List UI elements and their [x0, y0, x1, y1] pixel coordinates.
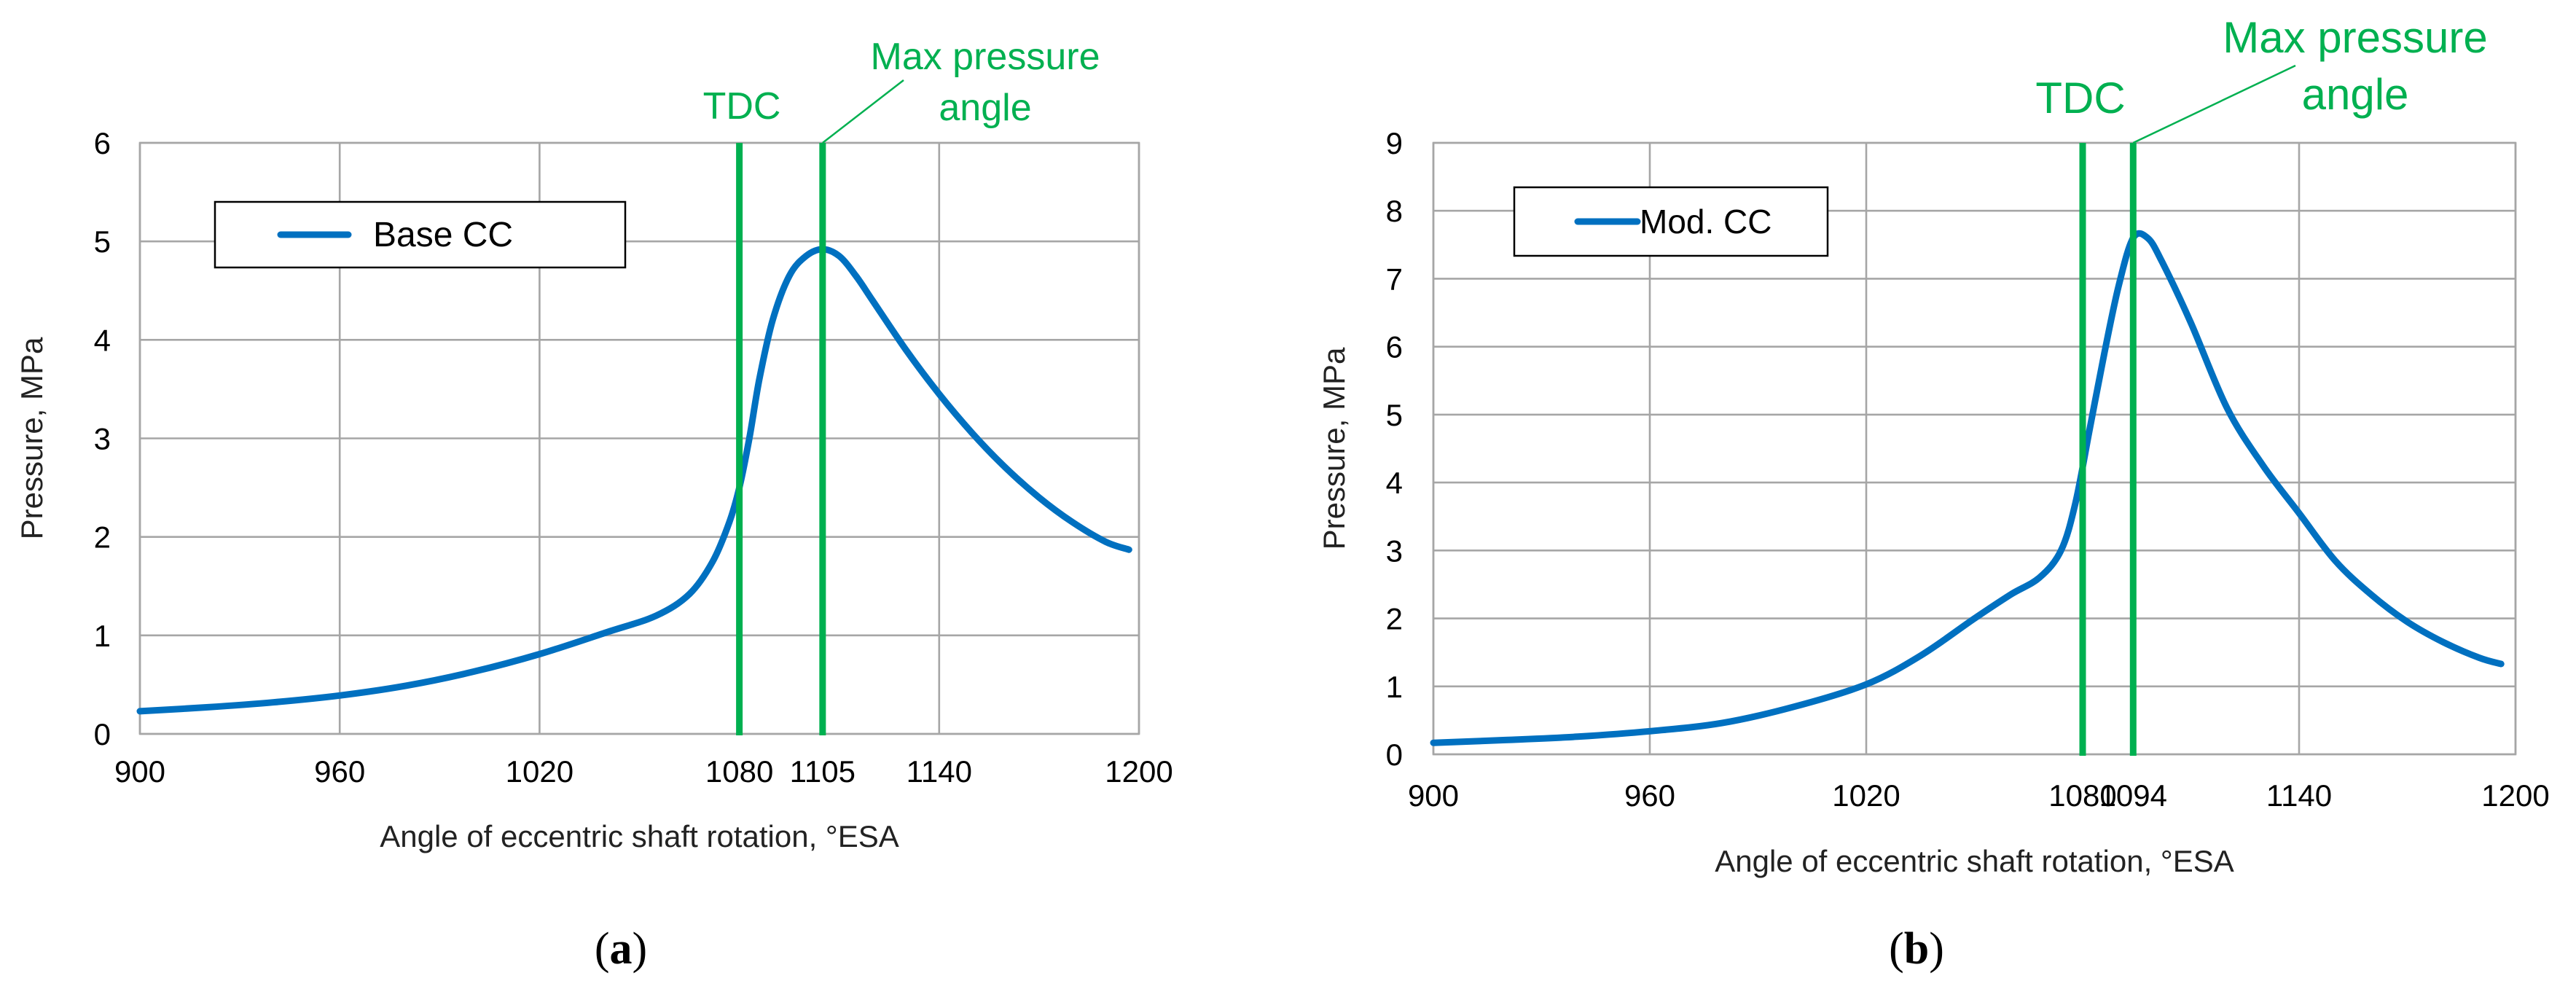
y-tick-label: 1 — [1386, 670, 1403, 704]
x-axis-label: Angle of eccentric shaft rotation, °ESA — [1715, 844, 2234, 878]
max-pressure-label-line1: Max pressure — [871, 36, 1100, 78]
y-tick-label: 2 — [1386, 602, 1403, 636]
max-pressure-leader-line — [2132, 64, 2296, 144]
y-tick-label: 4 — [94, 323, 111, 357]
x-tick-label: 1094 — [2099, 778, 2167, 813]
x-tick-label: 900 — [114, 754, 165, 789]
max-pressure-label-line1: Max pressure — [2223, 13, 2487, 62]
y-tick-label: 9 — [1386, 126, 1403, 160]
y-tick-label: 7 — [1386, 262, 1403, 296]
y-tick-label: 6 — [94, 126, 111, 160]
y-tick-label: 3 — [1386, 533, 1403, 568]
x-tick-label: 1200 — [1105, 754, 1172, 789]
x-tick-label: 960 — [314, 754, 365, 789]
max-pressure-leader-line — [822, 79, 904, 144]
legend-label: Mod. CC — [1640, 203, 1772, 241]
x-tick-label: 1020 — [1832, 778, 1900, 813]
plot-area — [1432, 141, 2517, 756]
plot-area — [138, 141, 1140, 735]
x-axis-label: Angle of eccentric shaft rotation, °ESA — [380, 819, 899, 853]
tdc-label: TDC — [2035, 74, 2125, 122]
y-tick-label: 0 — [1386, 738, 1403, 772]
x-tick-label: 1020 — [506, 754, 573, 789]
y-tick-label: 0 — [94, 717, 111, 751]
chart-panel-a: 0 1 2 3 4 5 6 900 960 1020 1080 1105 1140 1200 Angle o… — [15, 36, 1173, 974]
legend-box — [1513, 186, 1829, 257]
y-tick-label: 3 — [94, 422, 111, 456]
legend-label: Base CC — [373, 216, 513, 254]
x-tick-label: 900 — [1408, 778, 1459, 813]
x-tick-label: 1080 — [705, 754, 773, 789]
panel-caption: (a) — [595, 924, 647, 974]
max-pressure-label-line2: angle — [2302, 70, 2409, 119]
y-axis-label: Pressure, MPa — [1317, 347, 1351, 550]
x-tick-label: 1140 — [907, 754, 972, 789]
series-line — [136, 246, 1132, 715]
y-tick-label: 5 — [1386, 398, 1403, 432]
panel-caption: (b) — [1889, 924, 1944, 974]
series-line — [1430, 230, 2505, 746]
y-tick-label: 5 — [94, 224, 111, 259]
y-tick-label: 1 — [94, 619, 111, 653]
x-tick-label: 1080 — [2048, 778, 2116, 813]
y-tick-label: 8 — [1386, 194, 1403, 228]
x-tick-label: 1200 — [2481, 778, 2549, 813]
x-tick-label: 1105 — [790, 754, 856, 789]
y-axis-label: Pressure, MPa — [15, 337, 49, 539]
y-tick-label: 6 — [1386, 330, 1403, 364]
y-tick-label: 4 — [1386, 466, 1403, 500]
max-pressure-label-line2: angle — [939, 87, 1031, 129]
y-tick-label: 2 — [94, 520, 111, 555]
x-tick-label: 1140 — [2266, 778, 2332, 813]
tdc-label: TDC — [703, 85, 781, 128]
x-tick-label: 960 — [1624, 778, 1675, 813]
